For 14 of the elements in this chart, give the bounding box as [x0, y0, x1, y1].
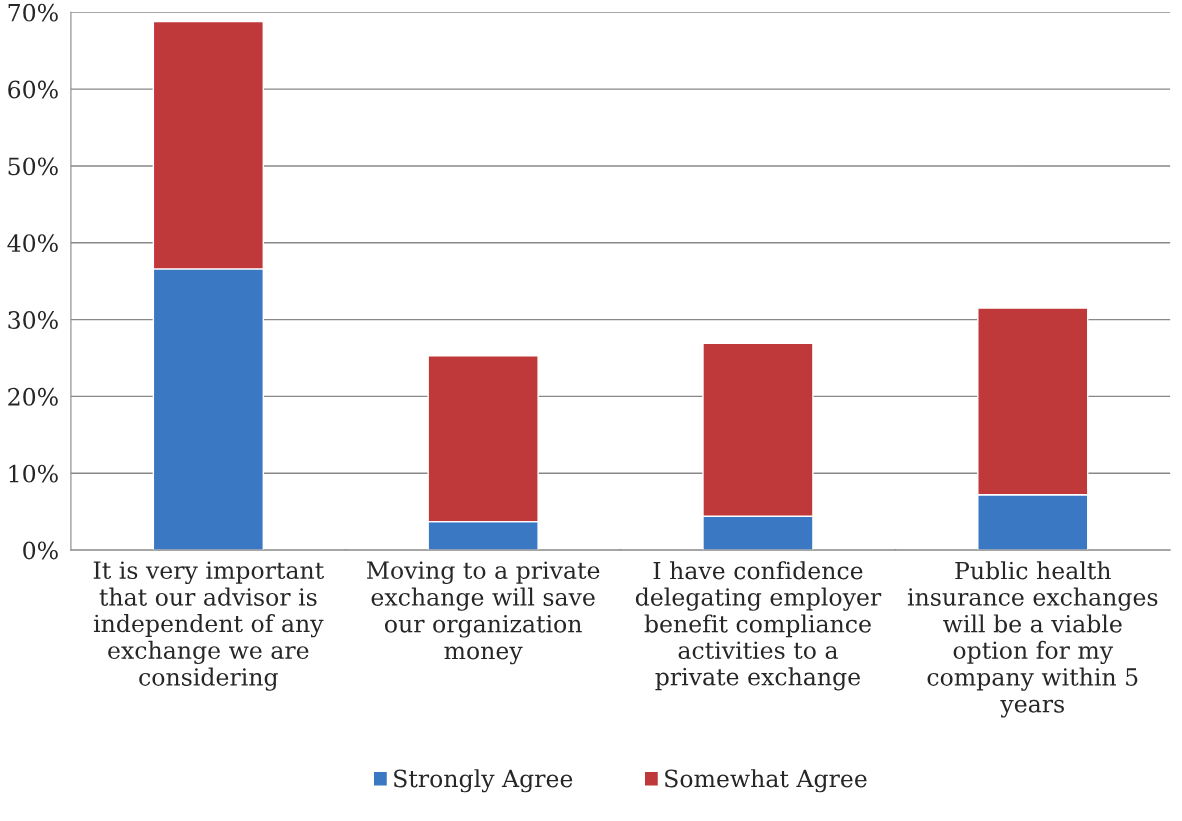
legend-label: Strongly Agree	[394, 769, 573, 793]
x-tick-label: It is very important that our advisor is independent of any exchange we are considering	[93, 561, 325, 691]
y-tick-label: 10%	[9, 464, 58, 483]
x-tick-label: I have confidence delegating employer benefit compliance activities to a private exchange	[635, 561, 882, 691]
x-tick-label: Public health insurance exchanges will be a viable option for my company within 5 years	[907, 561, 1158, 718]
y-tick-label: 20%	[8, 387, 58, 406]
legend-label: Somewhat Agree	[665, 769, 867, 793]
x-tick-label: Moving to a private exchange will save our organization money	[366, 561, 600, 665]
y-tick-label: 60%	[8, 80, 58, 99]
y-tick-label: 50%	[8, 157, 58, 176]
y-tick-label: 0%	[23, 541, 58, 560]
y-tick-label: 70%	[8, 3, 58, 22]
y-tick-label: 40%	[7, 234, 58, 253]
y-tick-label: 30%	[8, 311, 58, 329]
